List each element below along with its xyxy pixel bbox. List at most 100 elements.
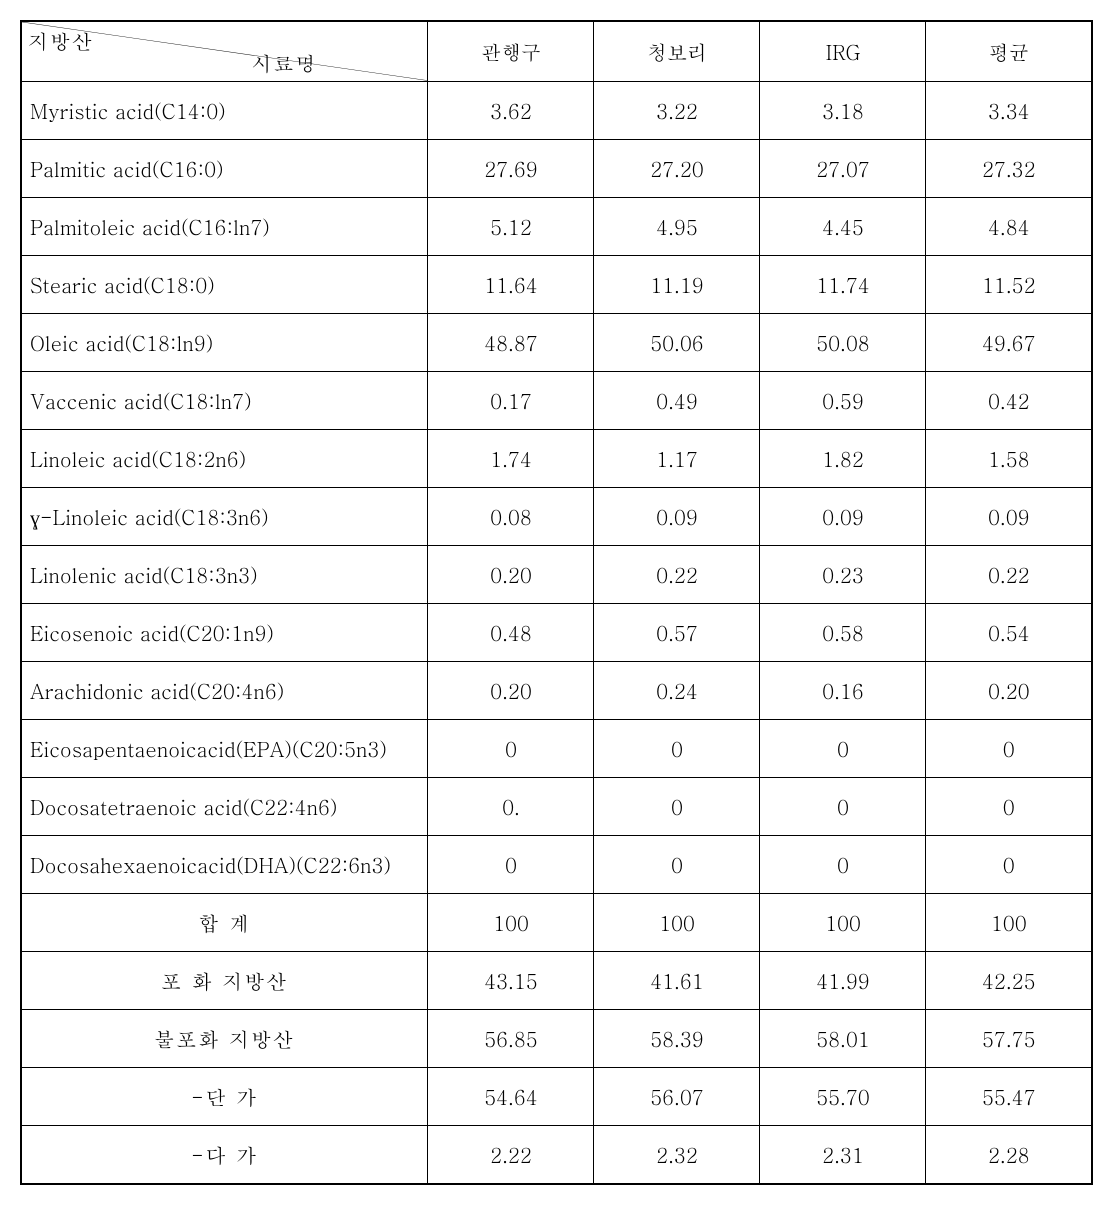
data-cell: 100 xyxy=(926,893,1092,951)
data-cell: 41.99 xyxy=(760,951,926,1009)
data-cell: 0.58 xyxy=(760,603,926,661)
data-cell: 1.82 xyxy=(760,429,926,487)
data-cell: 3.18 xyxy=(760,81,926,139)
data-cell: 4.95 xyxy=(594,197,760,255)
data-cell: 55.47 xyxy=(926,1067,1092,1125)
data-cell: 0.48 xyxy=(428,603,594,661)
header-col-1: 관행구 xyxy=(428,21,594,81)
data-cell: 1.74 xyxy=(428,429,594,487)
data-cell: 0 xyxy=(926,835,1092,893)
data-cell: 0.22 xyxy=(926,545,1092,603)
table-row: 포 화 지방산43.1541.6141.9942.25 xyxy=(21,951,1092,1009)
data-cell: 27.32 xyxy=(926,139,1092,197)
row-label: Oleic acid(C18:ln9) xyxy=(21,313,428,371)
data-cell: 11.19 xyxy=(594,255,760,313)
data-cell: 0.57 xyxy=(594,603,760,661)
data-cell: 41.61 xyxy=(594,951,760,1009)
data-cell: 100 xyxy=(594,893,760,951)
data-cell: 0.20 xyxy=(428,545,594,603)
table-row: Linolenic acid(C18:3n3)0.200.220.230.22 xyxy=(21,545,1092,603)
data-cell: 48.87 xyxy=(428,313,594,371)
table-row: Docosatetraenoic acid(C22:4n6)0.000 xyxy=(21,777,1092,835)
header-col-3: IRG xyxy=(760,21,926,81)
row-label: -단 가 xyxy=(21,1067,428,1125)
data-cell: 3.62 xyxy=(428,81,594,139)
data-cell: 58.39 xyxy=(594,1009,760,1067)
data-cell: 0 xyxy=(760,777,926,835)
fatty-acid-table-container: 지방산 시료명 관행구 청보리 IRG 평균 Myristic acid(C14… xyxy=(20,20,1093,1185)
row-label: ɣ-Linoleic acid(C18:3n6) xyxy=(21,487,428,545)
row-label: 포 화 지방산 xyxy=(21,951,428,1009)
data-cell: 43.15 xyxy=(428,951,594,1009)
data-cell: 11.74 xyxy=(760,255,926,313)
data-cell: 2.28 xyxy=(926,1125,1092,1184)
row-label: Stearic acid(C18:0) xyxy=(21,255,428,313)
data-cell: 56.07 xyxy=(594,1067,760,1125)
data-cell: 0.22 xyxy=(594,545,760,603)
data-cell: 0 xyxy=(594,777,760,835)
data-cell: 11.64 xyxy=(428,255,594,313)
data-cell: 0 xyxy=(760,835,926,893)
data-cell: 0.24 xyxy=(594,661,760,719)
data-cell: 50.08 xyxy=(760,313,926,371)
table-row: 합 계100100100100 xyxy=(21,893,1092,951)
row-label: Palmitoleic acid(C16:ln7) xyxy=(21,197,428,255)
row-label: Linolenic acid(C18:3n3) xyxy=(21,545,428,603)
data-cell: 0 xyxy=(594,835,760,893)
diagonal-right-label: 시료명 xyxy=(251,48,317,77)
row-label: 불포화 지방산 xyxy=(21,1009,428,1067)
data-cell: 2.32 xyxy=(594,1125,760,1184)
data-cell: 0. xyxy=(428,777,594,835)
table-row: Oleic acid(C18:ln9)48.8750.0650.0849.67 xyxy=(21,313,1092,371)
row-label: -다 가 xyxy=(21,1125,428,1184)
data-cell: 100 xyxy=(428,893,594,951)
row-label: 합 계 xyxy=(21,893,428,951)
header-row: 지방산 시료명 관행구 청보리 IRG 평균 xyxy=(21,21,1092,81)
data-cell: 0 xyxy=(760,719,926,777)
data-cell: 42.25 xyxy=(926,951,1092,1009)
data-cell: 0.09 xyxy=(926,487,1092,545)
data-cell: 5.12 xyxy=(428,197,594,255)
row-label: Docosatetraenoic acid(C22:4n6) xyxy=(21,777,428,835)
data-cell: 2.22 xyxy=(428,1125,594,1184)
header-col-4: 평균 xyxy=(926,21,1092,81)
data-cell: 27.07 xyxy=(760,139,926,197)
row-label: Eicosenoic acid(C20:1n9) xyxy=(21,603,428,661)
table-row: Palmitic acid(C16:0)27.6927.2027.0727.32 xyxy=(21,139,1092,197)
data-cell: 57.75 xyxy=(926,1009,1092,1067)
table-row: Myristic acid(C14:0)3.623.223.183.34 xyxy=(21,81,1092,139)
table-row: Eicosenoic acid(C20:1n9)0.480.570.580.54 xyxy=(21,603,1092,661)
row-label: Docosahexaenoicacid(DHA)(C22:6n3) xyxy=(21,835,428,893)
data-cell: 1.58 xyxy=(926,429,1092,487)
data-cell: 0 xyxy=(428,719,594,777)
row-label: Vaccenic acid(C18:ln7) xyxy=(21,371,428,429)
data-cell: 0 xyxy=(428,835,594,893)
table-row: Arachidonic acid(C20:4n6)0.200.240.160.2… xyxy=(21,661,1092,719)
data-cell: 27.20 xyxy=(594,139,760,197)
table-row: Docosahexaenoicacid(DHA)(C22:6n3)0000 xyxy=(21,835,1092,893)
row-label: Eicosapentaenoicacid(EPA)(C20:5n3) xyxy=(21,719,428,777)
data-cell: 27.69 xyxy=(428,139,594,197)
data-cell: 0.20 xyxy=(926,661,1092,719)
data-cell: 58.01 xyxy=(760,1009,926,1067)
data-cell: 50.06 xyxy=(594,313,760,371)
data-cell: 0.42 xyxy=(926,371,1092,429)
data-cell: 0 xyxy=(594,719,760,777)
data-cell: 49.67 xyxy=(926,313,1092,371)
data-cell: 55.70 xyxy=(760,1067,926,1125)
data-cell: 0.54 xyxy=(926,603,1092,661)
table-row: Eicosapentaenoicacid(EPA)(C20:5n3)0000 xyxy=(21,719,1092,777)
header-col-2: 청보리 xyxy=(594,21,760,81)
row-label: Linoleic acid(C18:2n6) xyxy=(21,429,428,487)
data-cell: 0 xyxy=(926,777,1092,835)
data-cell: 1.17 xyxy=(594,429,760,487)
row-label: Arachidonic acid(C20:4n6) xyxy=(21,661,428,719)
table-row: Palmitoleic acid(C16:ln7)5.124.954.454.8… xyxy=(21,197,1092,255)
table-row: -단 가54.6456.0755.7055.47 xyxy=(21,1067,1092,1125)
data-cell: 3.22 xyxy=(594,81,760,139)
data-cell: 0.49 xyxy=(594,371,760,429)
data-cell: 0.59 xyxy=(760,371,926,429)
data-cell: 56.85 xyxy=(428,1009,594,1067)
data-cell: 11.52 xyxy=(926,255,1092,313)
header-diagonal-cell: 지방산 시료명 xyxy=(21,21,428,81)
